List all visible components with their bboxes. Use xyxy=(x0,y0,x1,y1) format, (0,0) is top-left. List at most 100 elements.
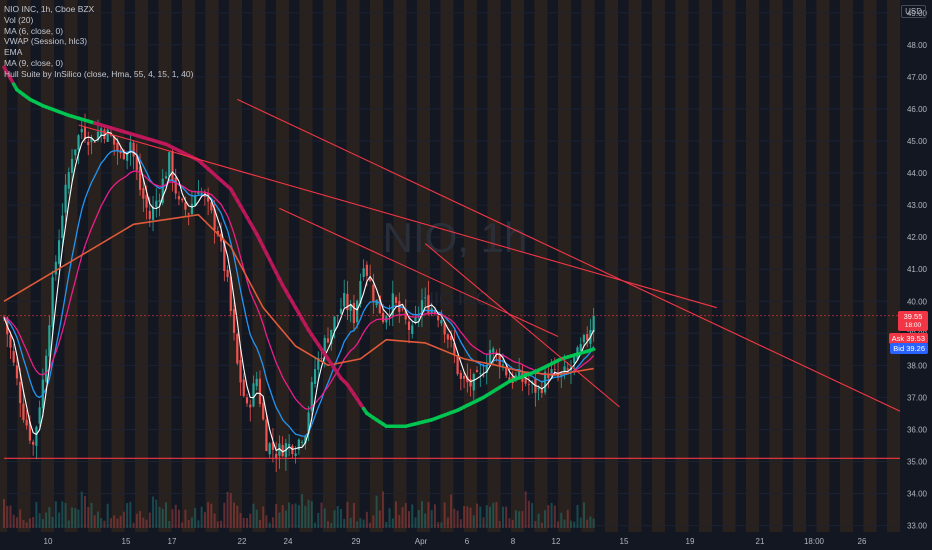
volume-bar xyxy=(32,517,35,528)
candle-body xyxy=(537,387,540,390)
volume-bar xyxy=(437,522,440,528)
bid-tag: Bid 39.26 xyxy=(890,343,928,354)
volume-bar xyxy=(314,522,317,528)
legend-item-hull[interactable]: Hull Suite by InSilico (close, Hma, 55, … xyxy=(4,68,194,79)
time-tick-label: 26 xyxy=(858,537,867,546)
price-tick-label: 41.00 xyxy=(907,265,928,274)
volume-bar xyxy=(96,511,99,528)
candle-body xyxy=(488,349,492,366)
candle-body xyxy=(462,375,466,379)
volume-bar xyxy=(262,506,265,528)
candle-body xyxy=(381,312,385,323)
volume-bar xyxy=(197,520,200,528)
price-tick-label: 46.00 xyxy=(907,105,928,114)
volume-bar xyxy=(41,519,44,528)
price-axis[interactable] xyxy=(900,0,932,550)
volume-bar xyxy=(352,503,355,528)
candle-body xyxy=(313,369,317,384)
volume-bar xyxy=(48,507,51,528)
candle-body xyxy=(174,177,177,194)
volume-bar xyxy=(359,518,362,528)
volume-bar xyxy=(563,519,566,528)
candle-body xyxy=(326,338,330,343)
candle-body xyxy=(93,141,96,143)
vwap-line xyxy=(3,150,595,437)
volume-bar xyxy=(281,504,284,528)
volume-bar xyxy=(25,522,28,528)
volume-bar xyxy=(511,519,514,528)
volume-bar xyxy=(22,519,25,528)
session-band xyxy=(534,0,548,532)
candle-body xyxy=(242,379,245,397)
time-tick-label: 29 xyxy=(352,537,361,546)
volume-bar xyxy=(291,504,294,528)
legend-item-vwap[interactable]: VWAP (Session, hlc3) xyxy=(4,36,88,47)
candle-body xyxy=(32,441,35,445)
currency-label[interactable]: USD xyxy=(901,5,926,18)
time-axis[interactable] xyxy=(0,532,900,550)
volume-bar xyxy=(463,506,466,528)
candle-body xyxy=(343,293,346,307)
candle-body xyxy=(586,334,589,341)
session-band xyxy=(887,0,900,532)
volume-bar xyxy=(330,522,333,528)
candle-body xyxy=(275,453,278,458)
session-band xyxy=(88,0,101,532)
time-tick-label: Apr xyxy=(415,537,428,546)
price-tick-label: 45.00 xyxy=(907,137,928,146)
session-band xyxy=(511,0,524,532)
time-axis-ticks: 10 15 17 22 24 29 Apr 6 8 12 15 19 21 18:00 26 xyxy=(44,537,867,546)
volume-bar xyxy=(469,507,472,528)
legend-item-vol[interactable]: Vol (20) xyxy=(4,14,34,25)
candle-body xyxy=(375,299,378,306)
legend-title[interactable]: NIO INC, 1h, Cboe BZX xyxy=(4,4,95,14)
volume-bar xyxy=(113,515,116,528)
volume-bar xyxy=(213,513,216,528)
time-tick-label: 12 xyxy=(552,537,561,546)
candle-body xyxy=(106,129,109,142)
candle-body xyxy=(579,344,582,352)
volume-bar xyxy=(576,504,579,528)
volume-bar xyxy=(356,521,359,528)
candle-body xyxy=(440,320,443,324)
candle-body xyxy=(469,379,472,387)
session-band xyxy=(417,0,430,532)
volume-bar xyxy=(284,510,287,528)
volume-bar xyxy=(586,519,589,528)
volume-bar xyxy=(51,516,54,528)
candle-body xyxy=(437,315,440,321)
candle-body xyxy=(407,321,411,330)
candle-body xyxy=(362,268,365,278)
candle-body xyxy=(424,297,427,299)
volume-bar xyxy=(142,517,145,528)
volume-bar xyxy=(317,512,320,528)
candle-body xyxy=(262,402,265,420)
trendlines[interactable] xyxy=(0,98,905,459)
candle-body xyxy=(35,426,38,446)
candle-body xyxy=(310,381,313,412)
last-price-value: 39.55 xyxy=(903,312,923,321)
candle-body xyxy=(168,152,171,177)
price-tick-label: 34.00 xyxy=(907,490,928,499)
candle-body xyxy=(70,158,74,173)
session-band xyxy=(182,0,195,532)
volume-bar xyxy=(459,519,462,528)
candle-body xyxy=(547,373,550,379)
session-band xyxy=(370,0,383,532)
volume-bar xyxy=(152,496,155,528)
session-band xyxy=(558,0,571,532)
volume-bar xyxy=(288,502,291,528)
legend-item-ma6[interactable]: MA (6, close, 0) xyxy=(4,25,64,36)
candle-body xyxy=(45,355,48,382)
volume-bar xyxy=(3,499,5,528)
volume-bar xyxy=(74,508,77,528)
candle-body xyxy=(57,240,61,264)
volume-bar xyxy=(242,517,245,528)
candle-body xyxy=(28,421,32,441)
candle-body xyxy=(456,355,459,375)
candle-body xyxy=(122,150,125,160)
legend-item-ma9[interactable]: MA (9, close, 0) xyxy=(4,57,64,68)
legend-item-ema[interactable]: EMA xyxy=(4,47,23,58)
volume-bar xyxy=(327,521,329,528)
